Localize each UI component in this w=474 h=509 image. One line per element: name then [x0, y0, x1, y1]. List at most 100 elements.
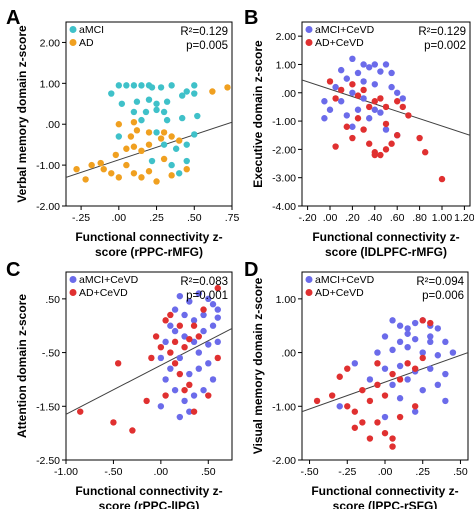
y-tick-label: 1.00: [40, 78, 61, 90]
plot-marks: [66, 82, 232, 185]
legend-label: AD+CeVD: [79, 287, 128, 299]
y-tick-label: -3.00: [272, 173, 296, 185]
data-point: [176, 322, 184, 329]
data-point: [396, 322, 404, 329]
data-point: [381, 365, 389, 372]
data-point: [313, 397, 321, 405]
data-point: [371, 98, 378, 105]
data-point: [374, 381, 381, 388]
data-point: [374, 419, 381, 426]
x-tick-label: .40: [367, 212, 382, 224]
y-tick-label: -1.00: [36, 160, 60, 172]
data-point: [162, 392, 169, 399]
data-point: [118, 100, 126, 107]
x-tick-label: .00: [378, 466, 393, 478]
data-point: [82, 176, 89, 183]
data-point: [168, 82, 175, 89]
data-point: [100, 166, 107, 173]
data-point: [332, 95, 339, 102]
data-point: [183, 88, 190, 95]
data-point: [168, 172, 175, 179]
data-point: [214, 338, 221, 346]
x-tick-label: .50: [187, 212, 202, 224]
x-axis-label: score (lDLPFC-rMFG): [325, 245, 447, 259]
y-tick-label: 1.00: [276, 294, 297, 306]
data-point: [214, 354, 221, 362]
data-point: [411, 335, 419, 343]
data-point: [396, 413, 404, 421]
legend-marker: [69, 289, 77, 296]
data-point: [434, 381, 442, 388]
data-point: [343, 123, 350, 130]
data-point: [115, 82, 123, 89]
data-point: [73, 166, 80, 173]
data-point: [381, 429, 389, 437]
data-point: [138, 116, 145, 124]
data-point: [167, 311, 174, 319]
data-point: [338, 86, 345, 94]
x-axis-label: Functional connectivity z-: [311, 484, 458, 498]
legend-marker: [305, 26, 313, 33]
data-point: [374, 349, 381, 356]
data-point: [112, 151, 120, 159]
data-point: [97, 159, 104, 167]
data-point: [176, 370, 184, 378]
data-point: [186, 370, 193, 378]
data-point: [326, 106, 334, 113]
plot-frame: [301, 21, 471, 207]
data-point: [399, 103, 406, 111]
data-point: [360, 86, 367, 94]
data-point: [130, 170, 138, 177]
data-point: [396, 338, 404, 346]
data-point: [332, 83, 339, 91]
data-point: [186, 381, 193, 388]
data-point: [377, 109, 384, 116]
data-point: [157, 354, 165, 362]
x-tick-label: .00: [154, 466, 169, 478]
data-point: [389, 381, 396, 388]
panel-label: B: [244, 7, 258, 29]
x-tick-label: -.50: [104, 466, 122, 478]
x-tick-label: 1.00: [432, 212, 453, 224]
series-a: [108, 82, 201, 177]
data-point: [176, 354, 184, 362]
data-point: [351, 408, 359, 415]
data-point: [389, 317, 396, 324]
data-point: [123, 82, 130, 89]
data-point: [354, 115, 362, 122]
data-point: [181, 344, 188, 351]
data-point: [190, 392, 198, 399]
x-tick-label: -.25: [72, 212, 90, 224]
data-point: [160, 155, 168, 163]
x-axis-label: score (rPPC-lIPG): [99, 499, 200, 509]
x-tick-label: 1.20: [454, 212, 474, 224]
data-point: [382, 146, 390, 153]
data-point: [123, 145, 130, 152]
data-point: [359, 386, 366, 394]
data-point: [183, 157, 190, 165]
data-point: [377, 68, 384, 75]
data-point: [148, 84, 156, 91]
data-point: [411, 408, 419, 415]
chart-panel-a: A -.25 .00 .25 .50 .75 -2.00 -1.00 .00 1.00 2.00 Fu…: [6, 7, 239, 259]
x-tick-label: -.50: [300, 466, 318, 478]
x-tick-label: .50: [453, 466, 468, 478]
data-point: [389, 443, 396, 450]
data-point: [419, 386, 426, 394]
y-tick-label: 2.00: [40, 37, 61, 49]
data-point: [127, 133, 135, 140]
data-point: [148, 354, 155, 362]
data-point: [205, 341, 212, 348]
data-point: [179, 92, 186, 99]
data-point: [354, 106, 362, 113]
series-a: [336, 317, 457, 421]
data-point: [138, 147, 145, 154]
x-tick-label: .80: [412, 212, 427, 224]
data-point: [419, 349, 426, 356]
data-point: [366, 140, 373, 147]
data-point: [411, 319, 419, 327]
data-point: [176, 292, 184, 300]
data-point: [371, 151, 378, 159]
data-point: [332, 143, 339, 150]
plot-marks: [302, 317, 468, 450]
